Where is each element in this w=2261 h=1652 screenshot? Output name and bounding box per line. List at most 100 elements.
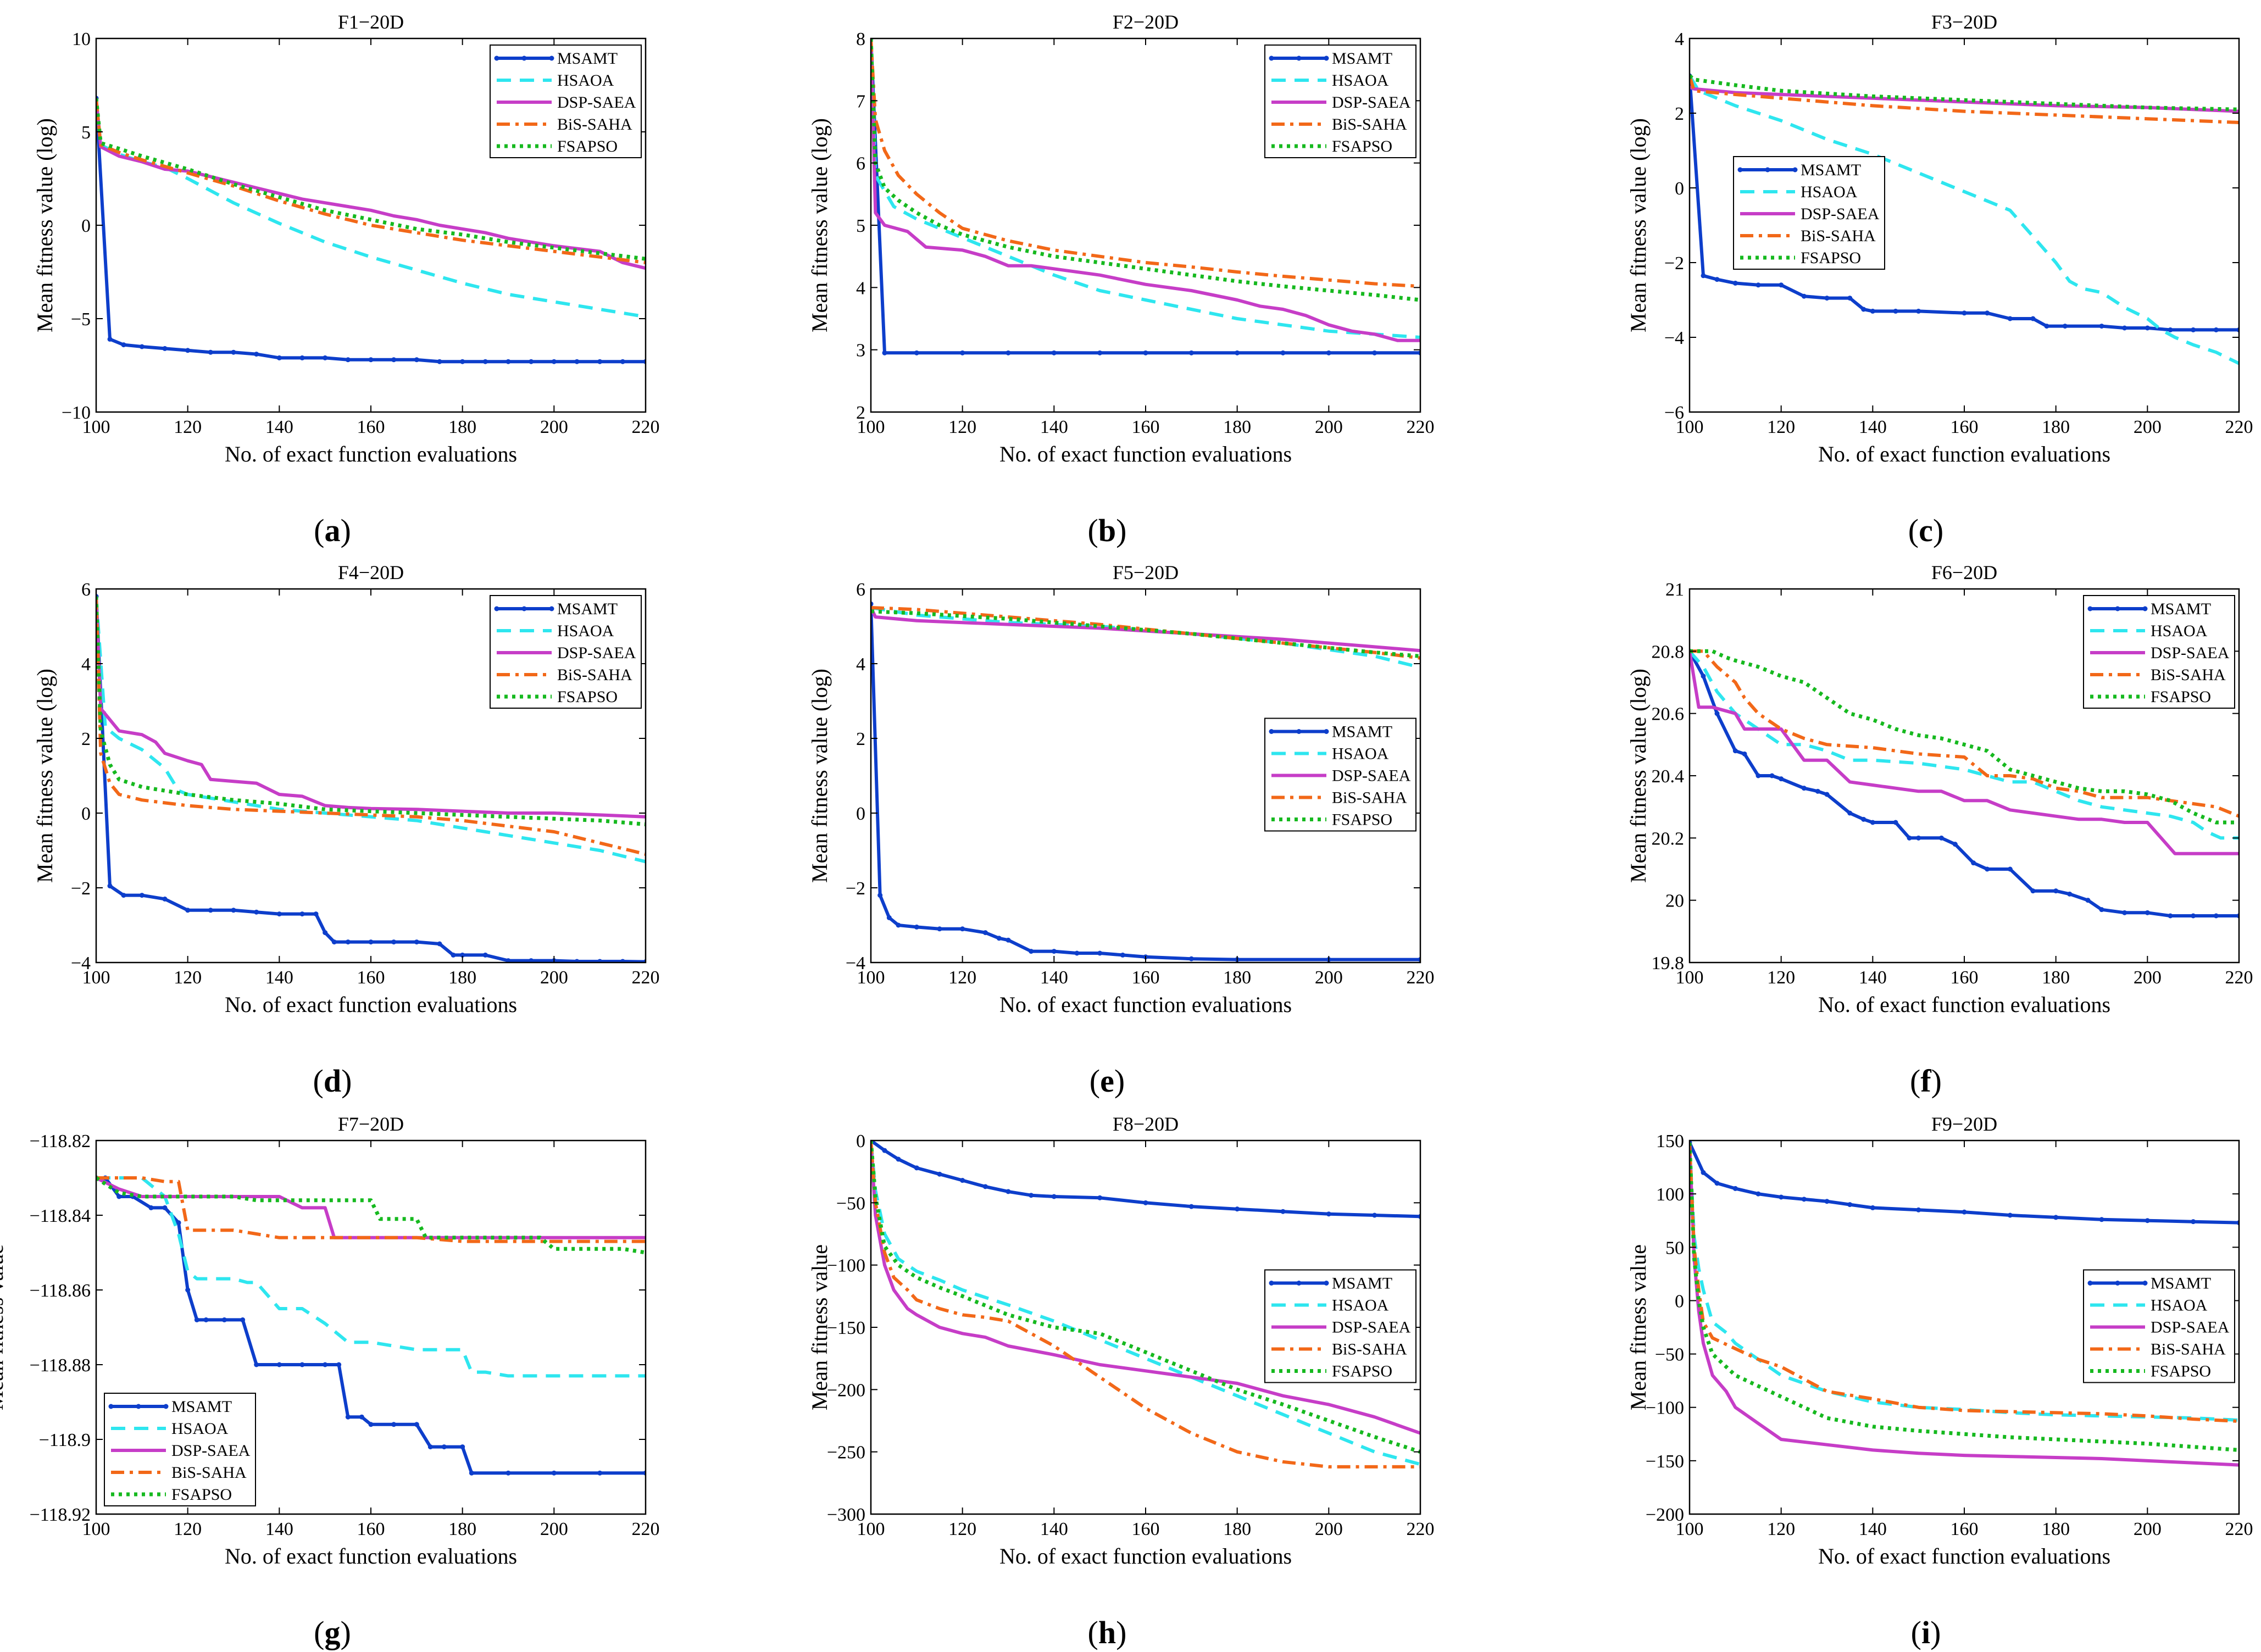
data-point-msamt: [597, 359, 603, 364]
series-line-hsaoa: [1690, 650, 2239, 840]
data-point-msamt: [1756, 773, 1761, 778]
data-point-msamt: [2007, 316, 2013, 321]
legend-marker: [108, 1404, 114, 1409]
series-line-fsapso: [871, 38, 1420, 302]
series-line-dsp-saea: [1690, 650, 2239, 855]
y-tick-label: −2: [846, 878, 865, 899]
legend-marker: [1324, 55, 1329, 61]
y-tick-label: −2: [71, 878, 91, 899]
data-point-msamt: [162, 1205, 168, 1210]
legend-label: BiS-SAHA: [1332, 115, 1407, 134]
legend-label: HSAOA: [1801, 183, 1858, 201]
legend-label: MSAMT: [1332, 49, 1392, 68]
y-tick-label: −118.84: [30, 1206, 91, 1226]
legend-label: MSAMT: [557, 49, 618, 68]
data-point-msamt: [2122, 910, 2127, 915]
data-point-msamt: [1005, 350, 1011, 355]
y-tick-label: 20.2: [1652, 828, 1685, 849]
data-point-msamt: [1801, 293, 1807, 299]
series-line-bis-saha: [96, 596, 646, 856]
subfigure-label: (h): [1088, 1615, 1127, 1650]
x-tick-label: 160: [357, 967, 385, 988]
y-tick-label: −118.82: [30, 1131, 91, 1152]
x-tick-label: 180: [1223, 417, 1251, 437]
data-point-msamt: [1916, 308, 1921, 314]
subfigure-label: (e): [1090, 1063, 1125, 1099]
subfigure-label: (b): [1088, 513, 1127, 548]
y-tick-label: 2: [1675, 104, 1684, 124]
chart-title: F1−20D: [338, 11, 404, 33]
legend-label: DSP-SAEA: [171, 1442, 251, 1460]
data-point-msamt: [1714, 1181, 1720, 1186]
y-tick-label: −118.92: [30, 1505, 91, 1525]
data-point-msamt: [185, 348, 191, 353]
y-axis-label: Mean fitness value (log): [807, 118, 832, 332]
legend-label: MSAMT: [1332, 1275, 1392, 1293]
y-tick-label: 20.8: [1652, 642, 1685, 662]
x-tick-label: 180: [448, 967, 476, 988]
data-point-msamt: [414, 1422, 419, 1427]
series-line-fsapso: [96, 1176, 646, 1255]
x-tick-label: 160: [1132, 967, 1160, 988]
data-point-msamt: [2145, 910, 2150, 915]
subfigure-label: (d): [313, 1063, 352, 1099]
data-point-msamt: [240, 1317, 246, 1322]
data-point-msamt: [1824, 1199, 1830, 1204]
legend-marker: [1296, 55, 1302, 61]
data-point-msamt: [1280, 1209, 1286, 1214]
x-tick-label: 200: [2134, 1519, 2162, 1539]
data-point-msamt: [1235, 1206, 1240, 1212]
x-tick-label: 100: [82, 417, 110, 437]
y-tick-label: 150: [1656, 1131, 1684, 1152]
data-point-msamt: [391, 357, 397, 363]
x-axis-label: No. of exact function evaluations: [999, 442, 1292, 466]
data-point-msamt: [313, 911, 319, 917]
data-point-msamt: [1870, 308, 1875, 314]
x-tick-label: 200: [540, 1519, 568, 1539]
data-point-msamt: [1938, 835, 1944, 841]
legend-marker: [2142, 606, 2148, 611]
x-tick-label: 140: [1040, 1519, 1068, 1539]
y-axis-label: Mean fitness value: [807, 1244, 832, 1410]
x-tick-label: 140: [1859, 417, 1887, 437]
legend-label: HSAOA: [1332, 1297, 1389, 1315]
x-tick-label: 160: [357, 417, 385, 437]
data-point-msamt: [276, 911, 282, 917]
data-point-msamt: [2007, 866, 2013, 872]
x-axis-label: No. of exact function evaluations: [1818, 992, 2110, 1017]
data-point-msamt: [1824, 296, 1830, 301]
x-tick-label: 220: [2225, 1519, 2253, 1539]
data-point-msamt: [1701, 273, 1706, 279]
legend: MSAMT HSAOA DSP-SAEA BiS-SAHA FSAPSO: [1264, 1269, 1416, 1383]
data-point-msamt: [148, 1205, 154, 1210]
x-tick-label: 180: [2042, 1519, 2070, 1539]
chart-panel-g: F7−20D 100 120 140 160 180 200 220 −118.92 −118.9…: [0, 1113, 660, 1650]
data-point-msamt: [2191, 913, 2196, 919]
data-point-msamt: [574, 959, 580, 963]
data-point-msamt: [368, 1422, 374, 1427]
data-point-msamt: [368, 939, 374, 945]
data-point-msamt: [345, 357, 351, 363]
data-point-msamt: [2062, 324, 2068, 329]
data-point-msamt: [1143, 1200, 1148, 1205]
legend-label: BiS-SAHA: [1332, 789, 1407, 807]
x-axis-label: No. of exact function evaluations: [225, 992, 517, 1017]
x-tick-label: 140: [1040, 967, 1068, 988]
data-point-msamt: [620, 359, 625, 364]
data-point-msamt: [551, 1470, 557, 1476]
chart-title: F3−20D: [1931, 11, 1997, 33]
data-point-msamt: [620, 959, 625, 963]
data-point-msamt: [194, 1317, 199, 1322]
series-line-fsapso: [96, 98, 646, 261]
x-tick-label: 120: [948, 417, 976, 437]
chart-panel-c: F3−20D 100 120 140 160 180 200 220 −6 −4 −2 0 2 4 No. …: [1626, 11, 2253, 548]
x-axis-label: No. of exact function evaluations: [1818, 1544, 2110, 1568]
legend-label: HSAOA: [1332, 71, 1389, 90]
data-point-msamt: [345, 1414, 351, 1420]
x-tick-label: 120: [1767, 1519, 1795, 1539]
legend: MSAMT HSAOA DSP-SAEA BiS-SAHA FSAPSO: [490, 45, 642, 158]
legend-marker: [521, 55, 527, 61]
chart-title: F6−20D: [1931, 561, 1997, 583]
legend-marker: [1296, 1281, 1302, 1286]
